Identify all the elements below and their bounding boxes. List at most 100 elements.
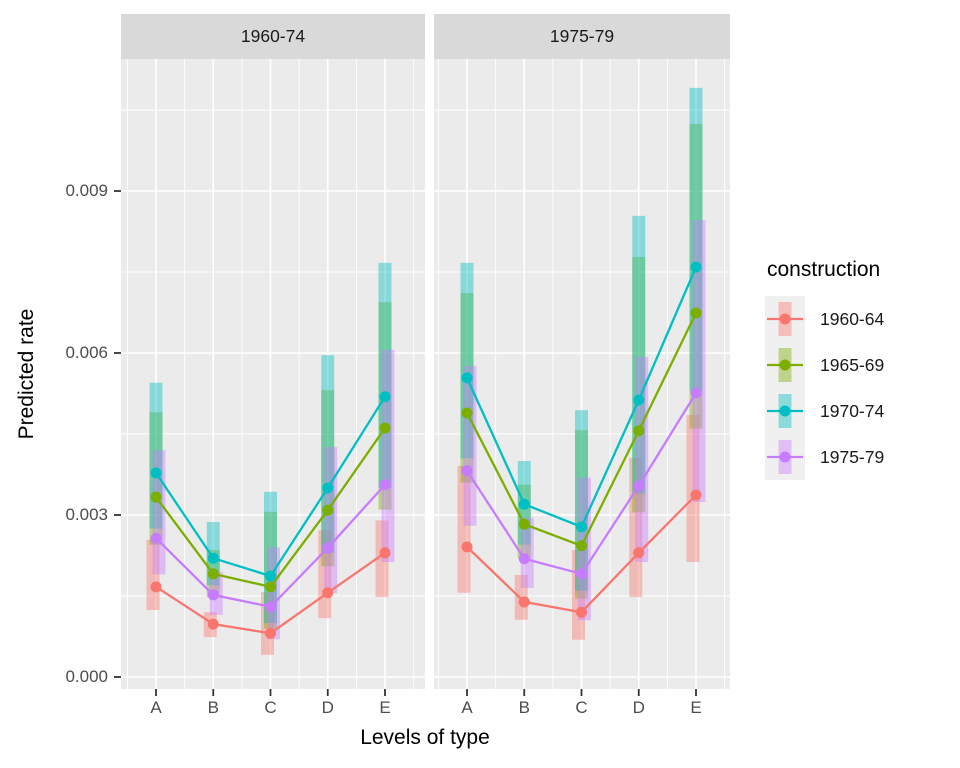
ci-bar — [264, 511, 277, 629]
ci-bar — [635, 356, 649, 562]
legend-label: 1965-69 — [820, 354, 885, 375]
x-tick-label: B — [207, 698, 219, 717]
x-tick-label: D — [632, 698, 645, 717]
ci-bar — [378, 302, 392, 510]
ci-bar — [575, 430, 588, 599]
ci-bar — [457, 465, 471, 593]
legend: construction 1960-64 1965-69 1970-74 1975-7… — [765, 258, 955, 480]
ci-bar — [692, 220, 706, 503]
x-tick-label: C — [264, 698, 277, 717]
data-point — [150, 581, 162, 593]
facet-strip-1975-79: 1975-79 — [434, 14, 730, 59]
data-point — [207, 552, 219, 564]
data-point — [461, 541, 473, 553]
data-point — [633, 480, 645, 492]
legend-entry: 1970-74 — [765, 388, 955, 434]
legend-entry: 1960-64 — [765, 296, 955, 342]
data-point — [265, 581, 276, 593]
x-tick-label: C — [575, 698, 588, 717]
data-point — [690, 387, 702, 399]
data-point — [379, 547, 391, 559]
data-point — [518, 518, 530, 530]
legend-key-glyph — [765, 342, 805, 388]
legend-key-glyph — [765, 434, 805, 480]
legend-point — [779, 313, 791, 325]
legend-key-glyph — [765, 296, 805, 342]
y-tick-label: 0.003 — [65, 505, 108, 524]
data-point — [150, 491, 162, 503]
x-tick-label: E — [690, 698, 702, 717]
ci-bar — [632, 256, 646, 513]
ci-bar — [324, 446, 338, 594]
data-point — [690, 261, 702, 273]
data-point — [322, 504, 334, 516]
legend-label: 1970-74 — [820, 400, 885, 421]
data-point — [379, 391, 391, 403]
legend-point — [779, 359, 791, 371]
facet-panel-1975-79 — [434, 59, 730, 696]
data-point — [265, 570, 276, 582]
data-point — [207, 618, 219, 630]
data-point — [576, 568, 587, 580]
y-axis-title: Predicted rate — [15, 308, 38, 440]
ci-bar — [520, 517, 534, 588]
ci-bar — [460, 293, 474, 483]
data-point — [576, 521, 587, 533]
x-axis-title: Levels of type — [360, 726, 490, 749]
facet-strip-label: 1975-79 — [549, 26, 615, 46]
x-tick-label: A — [150, 698, 162, 717]
data-point — [265, 601, 276, 613]
data-point — [150, 532, 162, 544]
facet-strip-1960-74: 1960-74 — [121, 14, 425, 59]
y-tick-label: 0.006 — [65, 343, 108, 362]
ci-bar — [689, 124, 703, 429]
data-point — [576, 606, 587, 618]
data-point — [379, 479, 391, 491]
ci-bar — [463, 365, 477, 526]
data-point — [150, 467, 162, 479]
data-point — [379, 422, 391, 434]
x-tick-label: E — [379, 698, 391, 717]
data-point — [461, 465, 473, 477]
legend-label: 1960-64 — [820, 308, 885, 329]
data-point — [518, 553, 530, 565]
legend-label: 1975-79 — [820, 446, 885, 467]
data-point — [633, 547, 645, 559]
ci-bar — [686, 415, 700, 562]
ci-bar — [267, 547, 280, 640]
ci-bar — [381, 349, 395, 562]
data-point — [633, 394, 645, 406]
ci-bar — [146, 539, 160, 611]
data-point — [690, 307, 702, 319]
data-point — [518, 596, 530, 608]
legend-point — [779, 451, 791, 463]
data-point — [461, 372, 473, 384]
y-tick-label: 0.000 — [65, 667, 108, 686]
legend-title: construction — [767, 258, 881, 281]
data-point — [518, 498, 530, 510]
ci-bar — [321, 390, 335, 567]
data-point — [322, 542, 334, 554]
ci-bar — [149, 412, 163, 545]
legend-key-glyph — [765, 388, 805, 434]
ci-bar — [375, 520, 389, 598]
ci-bar — [149, 382, 163, 529]
data-point — [633, 425, 645, 437]
facet-strip-label: 1960-74 — [240, 26, 306, 46]
data-point — [265, 627, 276, 639]
ci-bar — [321, 355, 335, 553]
x-tick-label: B — [518, 698, 530, 717]
data-point — [576, 540, 587, 552]
legend-entry: 1965-69 — [765, 342, 955, 388]
y-tick-label: 0.009 — [65, 181, 108, 200]
data-point — [322, 482, 334, 494]
x-tick-label: D — [321, 698, 334, 717]
data-point — [207, 589, 219, 601]
data-point — [690, 489, 702, 501]
data-point — [322, 587, 334, 599]
legend-entry: 1975-79 — [765, 434, 955, 480]
data-point — [207, 568, 219, 580]
facet-panel-1960-74 — [114, 59, 425, 696]
legend-point — [779, 405, 791, 417]
